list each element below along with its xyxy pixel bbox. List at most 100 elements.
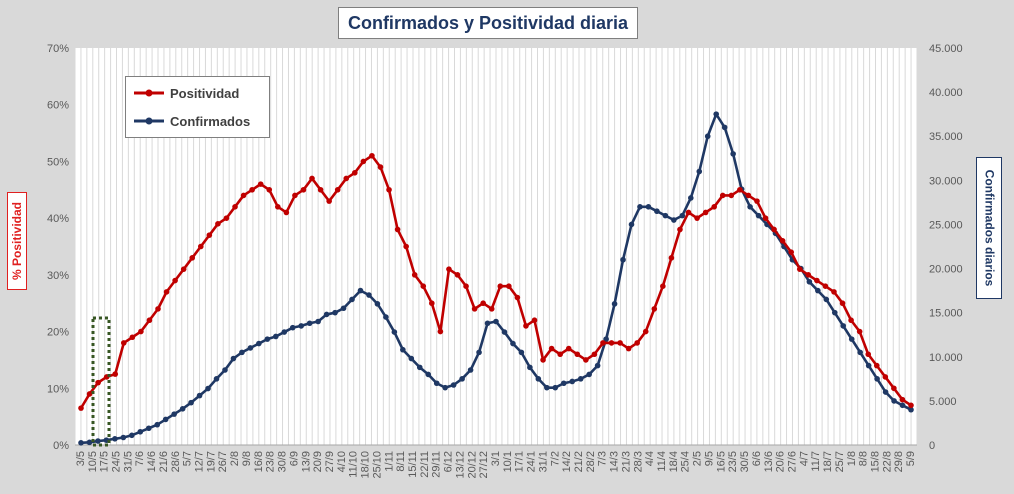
data-point-confirmados — [755, 212, 762, 219]
left-axis-ticks: 0% 10% 20% 30% 40% 50% 60% 70% — [47, 43, 69, 452]
data-point-confirmados — [544, 384, 550, 391]
x-tick-label: 20/6 — [775, 451, 787, 472]
data-point-positividad — [223, 215, 230, 221]
data-point-positividad — [788, 249, 795, 255]
x-tick-label: 9/8 — [241, 451, 253, 466]
data-point-confirmados — [112, 436, 118, 442]
x-tick-label: 6/6 — [751, 451, 763, 466]
y-right-tick-label: 40.000 — [929, 87, 963, 99]
data-point-confirmados — [374, 301, 381, 307]
x-tick-label: 18/7 — [822, 451, 834, 472]
data-point-positividad — [309, 175, 315, 182]
data-point-positividad — [411, 272, 418, 278]
data-point-positividad — [762, 215, 769, 221]
data-point-confirmados — [171, 411, 177, 417]
x-tick-label: 27/9 — [324, 451, 336, 472]
data-point-positividad — [702, 209, 709, 216]
x-tick-label: 7/3 — [597, 451, 609, 466]
data-point-positividad — [257, 181, 264, 187]
data-point-positividad — [326, 198, 332, 204]
data-point-confirmados — [162, 416, 169, 423]
data-point-confirmados — [459, 376, 465, 382]
data-point-positividad — [891, 385, 897, 392]
data-point-positividad — [471, 306, 478, 312]
x-tick-label: 28/2 — [585, 451, 597, 472]
data-point-positividad — [557, 351, 563, 358]
x-tick-label: 31/5 — [122, 451, 134, 472]
data-point-confirmados — [806, 278, 813, 285]
x-tick-label: 5/7 — [182, 451, 194, 466]
x-tick-label: 12/7 — [194, 451, 206, 472]
x-tick-label: 24/1 — [526, 451, 538, 472]
x-tick-label: 7/2 — [549, 451, 561, 466]
x-tick-label: 6/12 — [443, 451, 455, 472]
x-tick-label: 1/8 — [846, 451, 858, 466]
data-point-positividad — [437, 328, 444, 335]
data-point-positividad — [660, 283, 666, 290]
data-point-positividad — [343, 175, 350, 182]
data-point-positividad — [805, 272, 812, 278]
data-point-confirmados — [408, 355, 415, 362]
data-point-positividad — [771, 226, 777, 233]
x-tick-label: 22/8 — [881, 451, 893, 472]
x-tick-label: 5/9 — [905, 451, 917, 466]
data-point-positividad — [506, 283, 512, 290]
data-point-positividad — [403, 243, 409, 250]
data-point-positividad — [625, 345, 632, 352]
data-point-positividad — [420, 283, 427, 290]
data-point-confirmados — [230, 355, 237, 362]
data-point-confirmados — [120, 434, 127, 441]
data-point-positividad — [677, 226, 683, 233]
data-point-positividad — [694, 215, 700, 221]
x-tick-label: 13/9 — [300, 451, 312, 472]
x-tick-label: 10/5 — [87, 451, 99, 472]
data-point-positividad — [86, 391, 93, 397]
data-point-positividad — [488, 306, 495, 312]
data-point-confirmados — [425, 371, 432, 378]
data-point-confirmados — [831, 309, 838, 316]
data-point-confirmados — [256, 340, 262, 347]
x-tick-label: 2/8 — [229, 451, 241, 466]
x-tick-label: 17/1 — [514, 451, 526, 472]
data-point-confirmados — [222, 367, 228, 373]
data-point-positividad — [514, 294, 521, 301]
x-tick-label: 13/6 — [763, 451, 775, 472]
y-left-tick-label: 60% — [47, 100, 69, 112]
data-point-positividad — [78, 405, 84, 411]
data-point-confirmados — [510, 340, 516, 347]
data-point-confirmados — [188, 399, 194, 406]
data-point-confirmados — [272, 333, 279, 340]
legend-label-positividad: Positividad — [170, 85, 240, 101]
data-point-confirmados — [298, 323, 305, 329]
x-tick-label: 28/6 — [170, 451, 182, 472]
data-point-confirmados — [535, 376, 542, 382]
data-point-positividad — [317, 186, 324, 193]
chart-title-text: Confirmados y Positividad diaria — [347, 12, 629, 33]
data-point-confirmados — [645, 204, 652, 210]
data-point-positividad — [334, 186, 341, 193]
y-right-tick-label: 30.000 — [929, 175, 963, 187]
data-point-confirmados — [620, 256, 626, 263]
data-point-positividad — [480, 300, 486, 307]
data-point-positividad — [283, 209, 290, 216]
data-point-positividad — [617, 340, 623, 346]
data-point-confirmados — [628, 221, 635, 228]
data-point-positividad — [574, 351, 581, 358]
series-positividad — [78, 152, 914, 411]
data-point-confirmados — [874, 376, 880, 382]
x-tick-label: 4/7 — [798, 451, 810, 466]
data-point-positividad — [831, 289, 837, 295]
data-point-confirmados — [552, 384, 559, 391]
x-tick-label: 15/8 — [869, 451, 881, 472]
legend-swatch-positividad — [134, 89, 164, 97]
data-point-positividad — [95, 379, 101, 386]
data-point-positividad — [822, 283, 829, 290]
y-right-tick-label: 45.000 — [929, 43, 963, 55]
x-tick-label: 2/5 — [692, 451, 704, 466]
x-tick-label: 7/6 — [134, 451, 146, 466]
data-point-confirmados — [594, 362, 601, 369]
data-point-positividad — [206, 232, 213, 238]
data-point-confirmados — [340, 305, 347, 312]
x-tick-label: 4/4 — [644, 451, 656, 466]
y-axis-left-label-text: % Positividad — [10, 201, 24, 281]
